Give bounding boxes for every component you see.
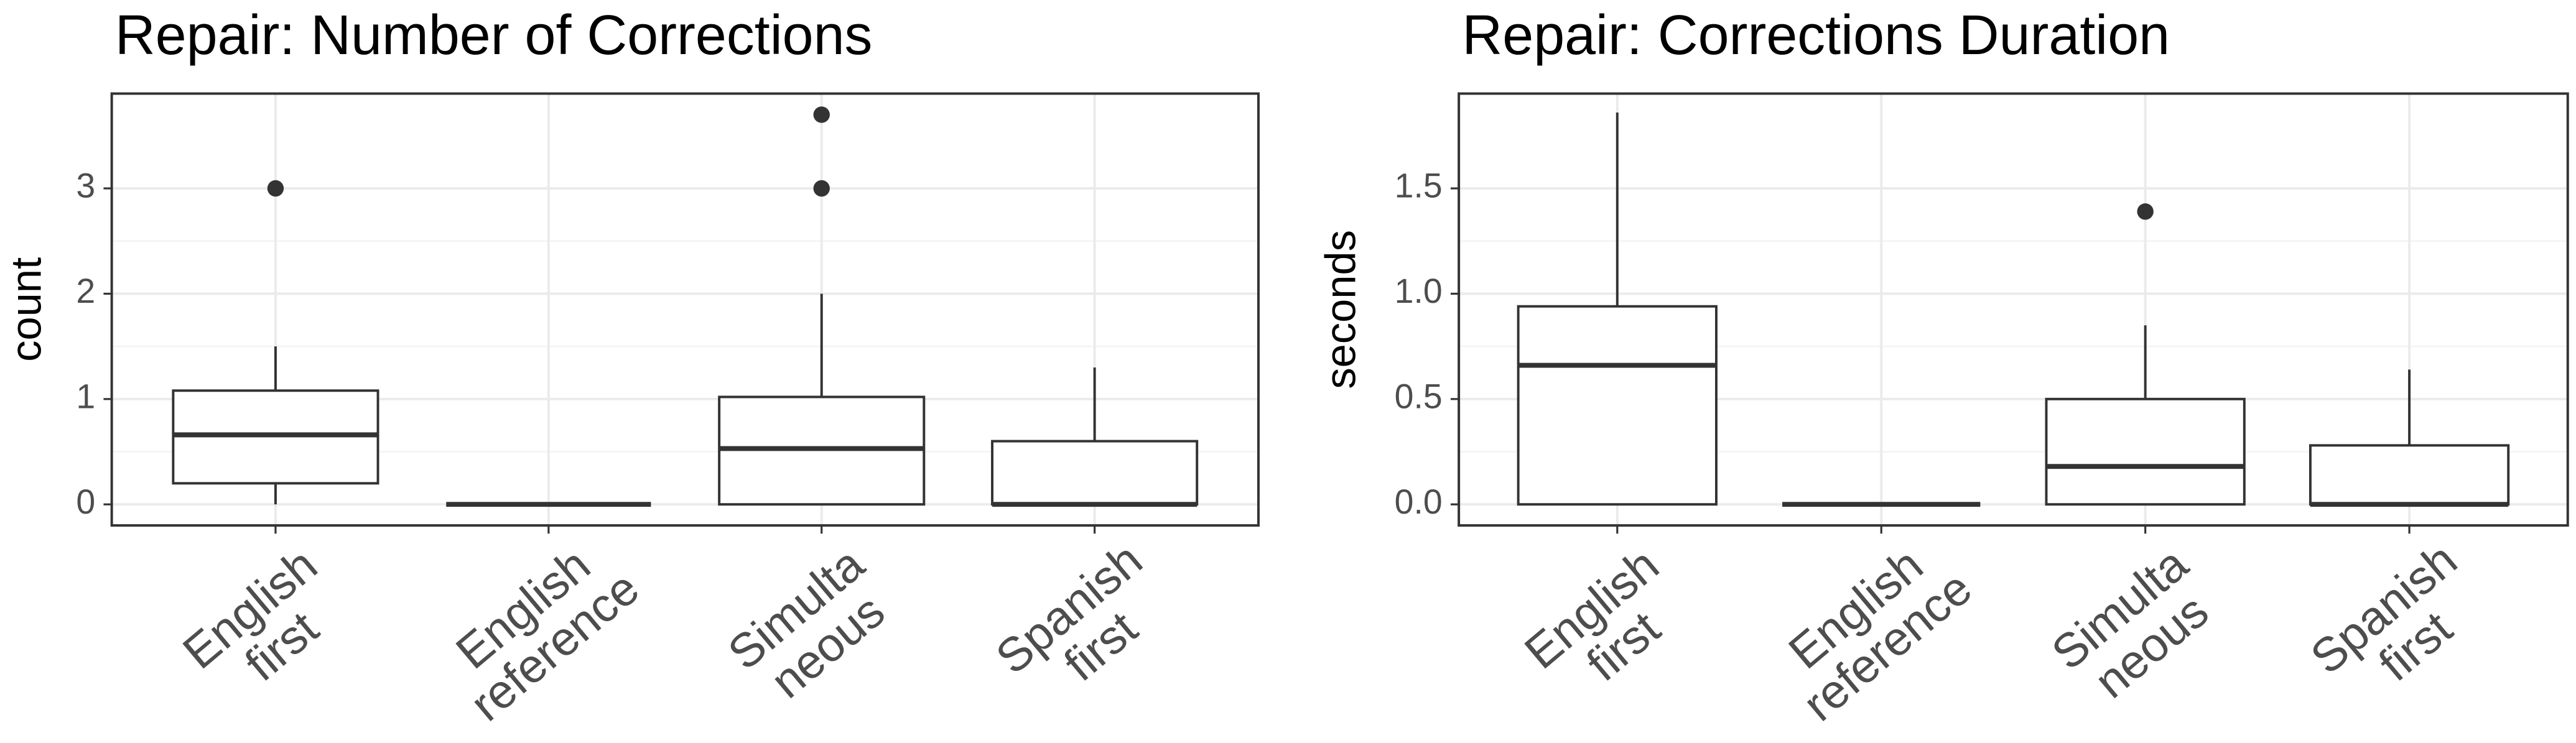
x-tick-label: Spanishfirst xyxy=(987,533,1184,722)
y-tick-label: 1.5 xyxy=(1395,167,1443,205)
y-tick-label: 0.0 xyxy=(1395,482,1443,521)
y-axis-label: count xyxy=(2,257,50,362)
x-tick-label: Spanishfirst xyxy=(2301,533,2499,722)
x-tick-label: Englishreference xyxy=(1762,524,1981,732)
y-tick-label: 3 xyxy=(76,167,95,205)
y-tick-label: 0 xyxy=(76,482,95,521)
y-tick-label: 0.5 xyxy=(1395,377,1443,415)
box xyxy=(1517,305,1718,506)
box xyxy=(991,440,1199,506)
outlier xyxy=(813,106,830,123)
x-tick-label: Englishfirst xyxy=(174,538,359,717)
panel-border xyxy=(110,92,1260,527)
x-tick-label: Englishfirst xyxy=(1515,538,1701,717)
box xyxy=(2309,444,2510,506)
outlier xyxy=(2137,203,2154,220)
chart-title: Repair: Number of Corrections xyxy=(115,4,872,67)
y-tick-label: 1.0 xyxy=(1395,272,1443,310)
panel-border xyxy=(1458,92,2569,527)
y-tick-label: 1 xyxy=(76,377,95,415)
y-axis-label: seconds xyxy=(1316,230,1364,389)
y-tick-label: 2 xyxy=(76,272,95,310)
chart-title: Repair: Corrections Duration xyxy=(1462,4,2170,67)
x-tick-label: Simultaneous xyxy=(2042,537,2230,718)
outlier xyxy=(813,180,830,197)
x-tick-label: Englishreference xyxy=(429,524,649,732)
x-tick-label: Simultaneous xyxy=(718,537,906,718)
box xyxy=(2045,397,2246,506)
outlier xyxy=(267,180,284,197)
